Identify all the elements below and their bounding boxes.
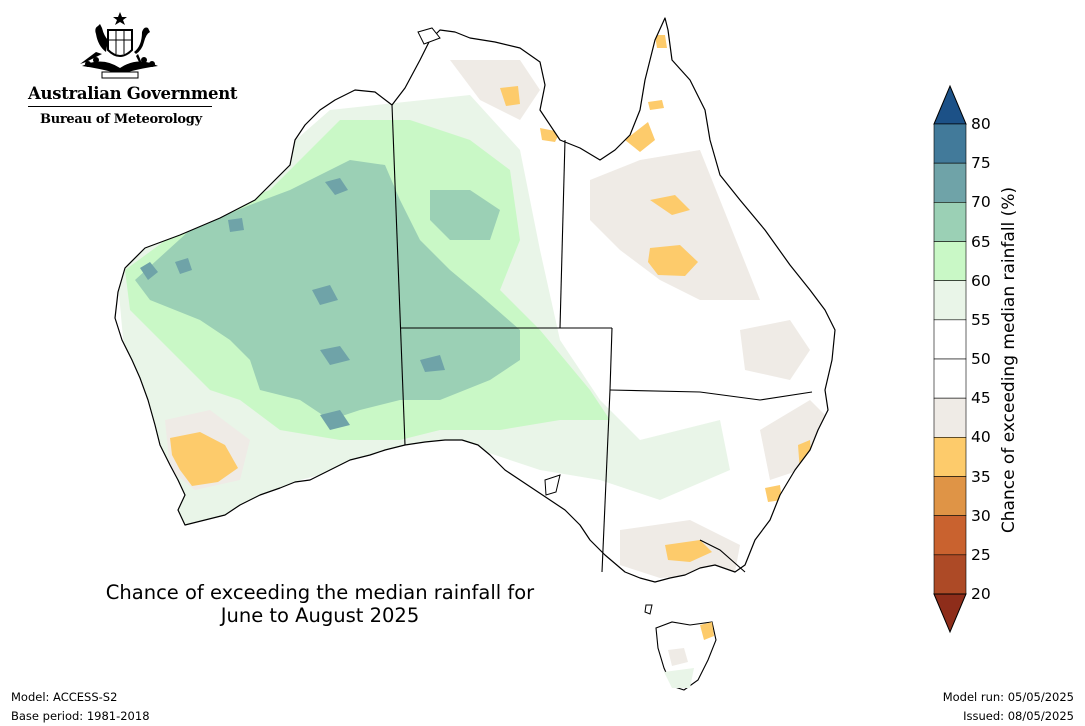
logo-divider [28,106,212,107]
legend-tick-label: 80 [971,115,991,133]
legend-bin-50-55 [933,319,967,360]
legend-tick-label: 50 [971,350,991,368]
legend-bin-30-35 [933,476,967,516]
australia-rainfall-map [114,17,836,691]
legend-bin-40-45 [933,397,967,438]
footer-right: Model run: 05/05/2025 Issued: 08/05/2025 [943,688,1074,726]
bureau-name: Bureau of Meteorology [40,112,202,127]
legend-tick-label: 40 [971,428,991,447]
legend-bin-70-75 [933,162,967,203]
legend-tick-label: 65 [971,232,991,251]
legend-bin-25-30 [933,515,967,556]
government-name: Australian Government [28,84,238,103]
legend-tick-label: 45 [971,389,991,408]
model-run-label: Model run: 05/05/2025 [942,690,1074,704]
map-title-line1: Chance of exceeding the median rainfall … [105,581,535,604]
bom-logo: Australian Government Bureau of Meteorol… [28,10,238,127]
issued-label: Issued: 08/05/2025 [963,709,1074,723]
base-period-label: Base period: 1981-2018 [11,709,150,723]
legend-tick-label: 35 [971,467,991,486]
coat-of-arms-icon [80,12,158,79]
map-title: Chance of exceeding the median rainfall … [80,581,560,627]
legend-bin-gt80 [933,84,967,125]
footer-left: Model: ACCESS-S2 Base period: 1981-2018 [11,688,150,726]
legend-tick-label: 55 [971,310,991,329]
legend-bin-60-65 [933,241,967,281]
legend-bin-35-40 [933,437,967,477]
legend-bin-75-80 [933,123,967,164]
legend-bin-lt20 [933,593,967,634]
legend-tick-label: 70 [971,193,991,212]
legend-tick-label: 25 [971,545,991,564]
legend-tick-label: 30 [971,506,991,525]
legend-colorbar [933,84,967,634]
legend-bin-20-25 [933,554,967,595]
legend-tick-label: 20 [971,585,991,603]
legend-bin-55-60 [933,280,967,321]
map-title-line2: June to August 2025 [220,604,420,627]
legend-tick-label: 75 [971,154,991,173]
model-label: Model: ACCESS-S2 [11,690,118,704]
legend-bin-45-50 [933,358,967,399]
legend-bin-65-70 [933,202,967,242]
legend-tick-label: 60 [971,271,991,290]
legend-title: Chance of exceeding median rainfall (%) [999,186,1019,534]
